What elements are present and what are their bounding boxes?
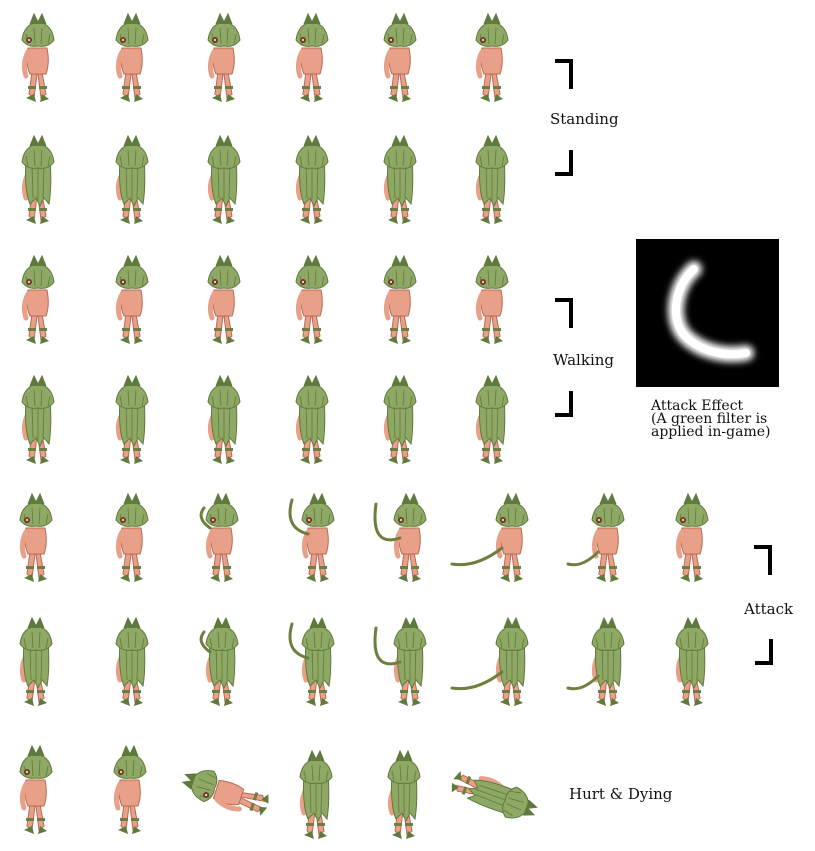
attack-back-frame [199,616,239,706]
attack-back-frame [675,616,709,706]
dying-back-frame [451,771,538,819]
attack-front-frame [450,492,529,582]
walking-bracket-bottom [555,391,573,417]
attack-effect-note-line2: applied in-game) [651,424,771,440]
attack-front-frame [288,492,335,582]
attack-effect-note-line1: (A green filter is [651,411,768,427]
attack-front-frame [566,492,625,582]
walking-back-frame [207,374,241,464]
attack-back-frame [566,616,625,706]
standing-bracket-top [555,59,573,89]
walking-back-frame [21,374,55,464]
standing-back-frame [383,134,417,224]
walking-front-frame [383,254,417,344]
attack-front-frame [199,492,239,582]
walking-front-frame [115,254,149,344]
slash-effect-icon [667,261,754,363]
attack-back-frame [288,616,335,706]
hurt-front-frame [19,744,53,834]
hurt-front-frame [113,744,147,834]
attack-back-frame [373,616,427,706]
walking-back-frame [383,374,417,464]
standing-back-frame [207,134,241,224]
standing-front-frame [115,12,149,102]
walking-front-frame [207,254,241,344]
walking-back-frame [295,374,329,464]
hurt-dying-label: Hurt & Dying [569,785,673,803]
attack-back-frame [19,616,53,706]
standing-back-frame [115,134,149,224]
sprite-layer [19,12,709,839]
attack-front-frame [675,492,709,582]
attack-front-frame [373,492,427,582]
attack-bracket-bottom [755,639,773,665]
hurt-back-frame [299,749,333,839]
walking-bracket-top [555,298,573,328]
standing-back-frame [21,134,55,224]
attack-label: Attack [744,600,794,618]
standing-back-frame [475,134,509,224]
standing-front-frame [207,12,241,102]
standing-bracket-bottom [555,150,573,176]
attack-back-frame [115,616,149,706]
walking-back-frame [115,374,149,464]
dying-front-frame [181,770,269,816]
standing-front-frame [475,12,509,102]
hurt-back-frame [387,749,421,839]
walking-back-frame [475,374,509,464]
attack-effect-title: Attack Effect [651,398,744,414]
walking-front-frame [295,254,329,344]
standing-front-frame [295,12,329,102]
attack-effect-note: Attack Effect (A green filter is applied… [651,398,771,440]
standing-front-frame [21,12,55,102]
walking-front-frame [475,254,509,344]
attack-bracket-top [754,545,772,575]
attack-front-frame [115,492,149,582]
standing-back-frame [295,134,329,224]
standing-label: Standing [550,110,619,128]
attack-front-frame [19,492,53,582]
standing-front-frame [383,12,417,102]
attack-back-frame [450,616,529,706]
walking-label: Walking [553,351,615,369]
walking-front-frame [21,254,55,344]
attack-effect-preview [636,239,779,387]
